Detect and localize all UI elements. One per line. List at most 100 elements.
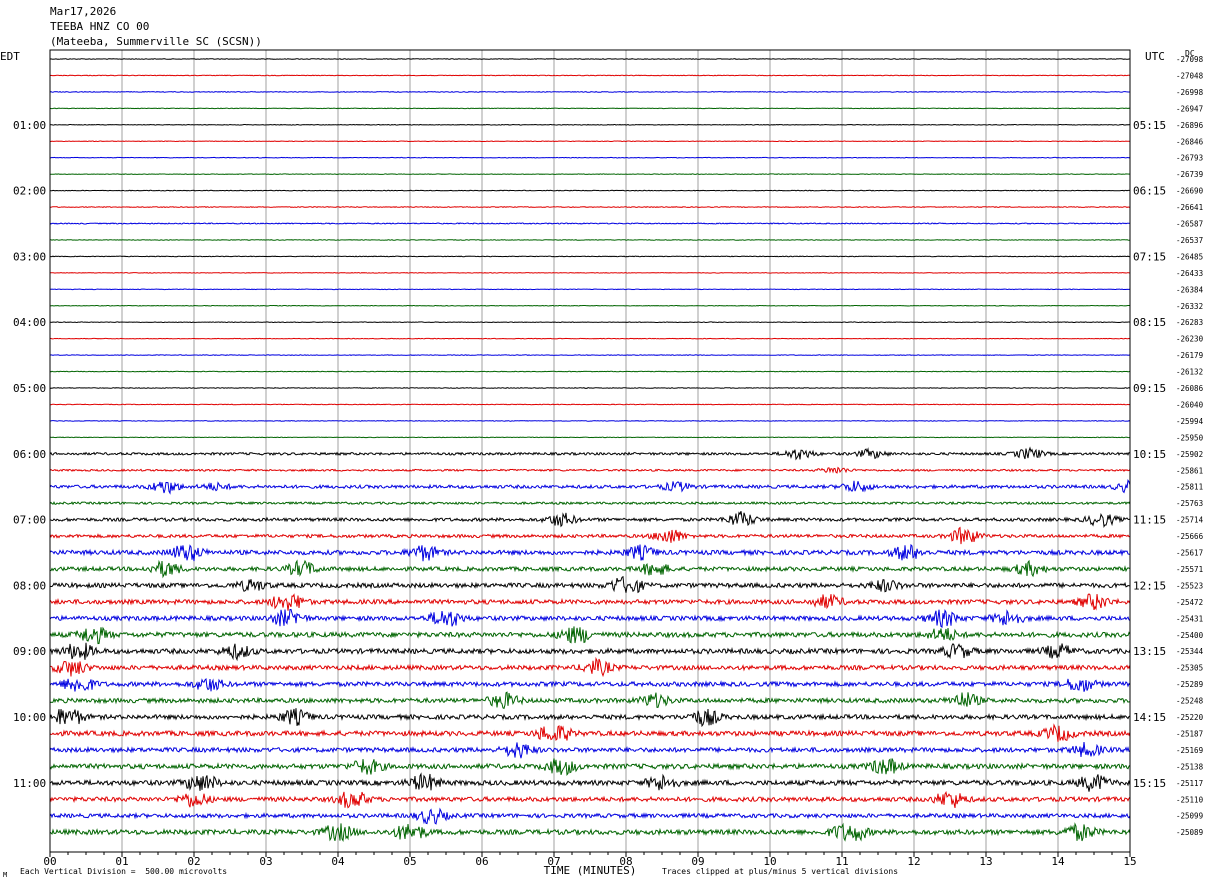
dc-offset-label: -26690 [1176,187,1204,196]
dc-offset-label: -25289 [1176,680,1203,689]
dc-offset-label: -26793 [1176,154,1203,163]
seismic-traces [49,58,1131,843]
right-hour-label: 06:15 [1133,185,1166,198]
trace-0 [49,58,1131,60]
trace-1 [49,74,1130,77]
right-hour-label: 09:15 [1133,382,1166,395]
dc-offset-label: -26283 [1176,318,1203,327]
header-location: (Mateeba, Summerville SC (SCSN)) [50,35,262,48]
left-hour-label: 01:00 [13,119,46,132]
trace-3 [49,107,1131,110]
dc-offset-label: -26947 [1176,104,1203,113]
dc-offset-label: -26332 [1176,302,1203,311]
trace-12 [50,255,1130,258]
trace-34 [49,608,1131,629]
dc-offset-label: -26998 [1176,88,1204,97]
trace-42 [49,742,1131,759]
trace-46 [49,807,1131,825]
trace-40 [49,708,1131,728]
trace-39 [49,691,1131,710]
trace-9 [49,206,1131,209]
trace-25 [49,466,1131,474]
trace-14 [49,288,1131,291]
dc-offset-label: -25099 [1176,812,1203,821]
dc-offset-label: -25305 [1176,664,1203,673]
trace-33 [49,593,1131,611]
x-tick-label: 08 [619,855,632,868]
dc-offset-label: -26641 [1176,203,1203,212]
footer-scale-note: Each Vertical Division = 500.00 microvol… [20,867,228,876]
footer-clip-note: Traces clipped at plus/minus 5 vertical … [662,867,899,876]
dc-offset-label: -25811 [1176,483,1203,492]
dc-offset-label: -25950 [1176,433,1204,442]
trace-28 [49,511,1131,528]
right-hour-label: 12:15 [1133,579,1166,592]
left-hour-label: 08:00 [13,579,46,592]
x-tick-label: 13 [979,855,992,868]
trace-44 [49,772,1131,792]
dc-offset-label: -25220 [1176,713,1204,722]
x-tick-label: 15 [1123,855,1136,868]
trace-47 [49,822,1131,843]
right-hour-label: 11:15 [1133,514,1166,527]
dc-axis-label: DC [1185,49,1195,58]
x-tick-label: 09 [691,855,704,868]
dc-offset-label: -26537 [1176,236,1203,245]
x-tick-label: 10 [763,855,776,868]
dc-offset-label: -25861 [1176,466,1203,475]
trace-22 [49,420,1131,422]
minute-gridlines [49,50,1131,852]
dc-offset-label: -26896 [1176,121,1204,130]
dc-offset-label: -25472 [1176,598,1203,607]
left-hour-label: 10:00 [13,711,46,724]
right-hour-label: 14:15 [1133,711,1166,724]
dc-offset-label: -27098 [1176,55,1204,64]
axis-labels: 00 01 02 03 04 05 06 07 08 09 10 11 12 13 14 15 TIME (MI… [0,49,1204,877]
dc-offset-label: -25714 [1176,516,1204,525]
dc-offset-label: -25431 [1176,614,1203,623]
trace-26 [49,479,1131,495]
dc-offset-label: -26040 [1176,400,1204,409]
trace-6 [49,156,1131,159]
dc-offset-label: -25138 [1176,762,1204,771]
trace-8 [49,189,1130,192]
trace-30 [49,543,1130,562]
trace-20 [49,387,1131,389]
dc-offset-label: -25169 [1176,746,1203,755]
x-tick-label: 02 [187,855,200,868]
trace-18 [49,354,1131,356]
right-hour-label: 05:15 [1133,119,1166,132]
left-hour-label: 06:00 [13,448,46,461]
dc-offset-label: -26384 [1176,285,1204,294]
dc-offset-label: -25523 [1176,581,1203,590]
trace-16 [50,321,1130,324]
trace-41 [49,723,1131,742]
left-hour-label: 09:00 [13,645,46,658]
x-tick-label: 05 [403,855,416,868]
trace-45 [49,790,1131,809]
trace-17 [49,337,1131,340]
dc-offset-label: -26230 [1176,335,1204,344]
dc-offset-label: -26485 [1176,252,1203,261]
header-station: TEEBA HNZ CO 00 [50,20,150,33]
dc-offset-label: -26132 [1176,368,1203,377]
right-hour-label: 10:15 [1133,448,1166,461]
trace-5 [49,140,1131,143]
left-hour-label: 05:00 [13,382,46,395]
trace-43 [49,758,1131,777]
dc-offset-label: -25666 [1176,532,1204,541]
trace-4 [49,123,1131,126]
trace-21 [50,403,1131,406]
trace-35 [49,626,1131,645]
dc-offset-label: -26846 [1176,137,1204,146]
dc-offset-label: -25110 [1176,795,1204,804]
dc-offset-label: -26433 [1176,269,1203,278]
trace-19 [49,370,1131,373]
left-hour-label: 03:00 [13,250,46,263]
trace-36 [49,642,1131,662]
footer-corner-mark: M [3,871,8,879]
dc-offset-label: -27048 [1176,71,1204,80]
trace-7 [49,173,1131,175]
trace-2 [49,91,1130,93]
left-hour-label: 11:00 [13,777,46,790]
